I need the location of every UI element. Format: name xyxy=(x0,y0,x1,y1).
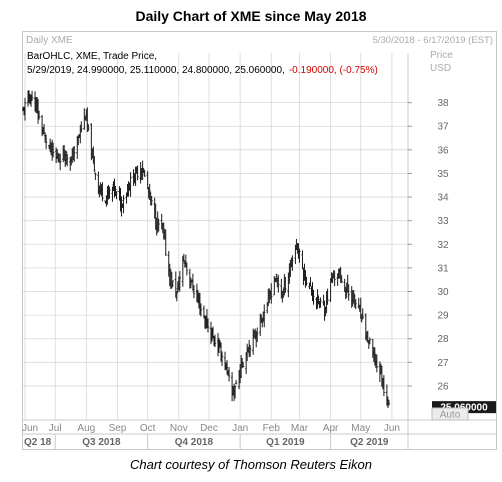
price-tick-label: 34 xyxy=(437,193,449,204)
ohlc-chart[interactable]: Daily XME 5/30/2018 - 6/17/2019 (EST) Ba… xyxy=(21,31,497,450)
month-label: Feb xyxy=(263,423,281,434)
auto-button-label[interactable]: Auto xyxy=(440,410,461,421)
month-label: Oct xyxy=(140,423,156,434)
date-range-header: 5/30/2018 - 6/17/2019 (EST) xyxy=(373,35,493,46)
price-tick-label: 33 xyxy=(437,216,449,227)
currency-label: USD xyxy=(430,63,451,74)
time-axis: Jun Jul Aug Sep Oct Nov Dec Jan Feb Mar Apr May Jun Q… xyxy=(22,423,400,450)
legend-change: -0.190000, (-0.75%) xyxy=(289,65,378,76)
price-axis-title: Price xyxy=(430,50,453,61)
quarter-label: Q3 2018 xyxy=(82,437,121,448)
month-label: Apr xyxy=(323,423,339,434)
chart-frame xyxy=(22,31,497,450)
chart-title: Daily Chart of XME since May 2018 xyxy=(135,8,367,24)
month-label: Mar xyxy=(291,423,309,434)
quarter-label: Q2 2019 xyxy=(350,437,389,448)
chart-panel[interactable]: Daily XME 5/30/2018 - 6/17/2019 (EST) Ba… xyxy=(21,31,497,450)
month-label: Sep xyxy=(109,423,127,434)
price-tick-label: 36 xyxy=(437,145,449,156)
month-label: Aug xyxy=(77,423,95,434)
price-tick-label: 29 xyxy=(437,311,449,322)
price-tick-label: 26 xyxy=(437,381,449,392)
price-tick-label: 27 xyxy=(437,358,449,369)
price-bars xyxy=(21,90,391,408)
month-label: Dec xyxy=(200,423,218,434)
quarter-label: Q1 2019 xyxy=(266,437,305,448)
month-label: Jun xyxy=(22,423,38,434)
month-label: Jul xyxy=(49,423,62,434)
chart-caption: Chart courtesy of Thomson Reuters Eikon xyxy=(129,457,373,472)
auto-button-frame[interactable] xyxy=(431,407,469,421)
price-tick-label: 32 xyxy=(437,240,449,251)
price-tick-label: 28 xyxy=(437,334,449,345)
month-label: Jan xyxy=(232,423,248,434)
legend-ohlc-values: 5/29/2019, 24.990000, 25.110000, 24.8000… xyxy=(27,65,285,76)
symbol-header: Daily XME xyxy=(26,35,73,46)
price-tick-label: 38 xyxy=(437,98,449,109)
quarter-label: Q2 18 xyxy=(24,437,52,448)
month-label: Jun xyxy=(384,423,400,434)
price-tick-label: 30 xyxy=(437,287,449,298)
price-tick-label: 31 xyxy=(437,263,449,274)
price-tick-label: 37 xyxy=(437,122,449,133)
auto-scale-button[interactable]: Auto xyxy=(431,407,469,421)
quarter-label: Q4 2018 xyxy=(175,437,214,448)
month-label: May xyxy=(351,423,370,434)
legend-line-2: 5/29/2019, 24.990000, 25.110000, 24.8000… xyxy=(27,65,378,76)
legend-line-1: BarOHLC, XME, Trade Price, xyxy=(27,51,157,62)
price-tick-label: 35 xyxy=(437,169,449,180)
price-axis: 26 27 28 29 30 31 32 33 34 35 36 37 38 xyxy=(408,98,449,392)
month-label: Nov xyxy=(170,423,188,434)
